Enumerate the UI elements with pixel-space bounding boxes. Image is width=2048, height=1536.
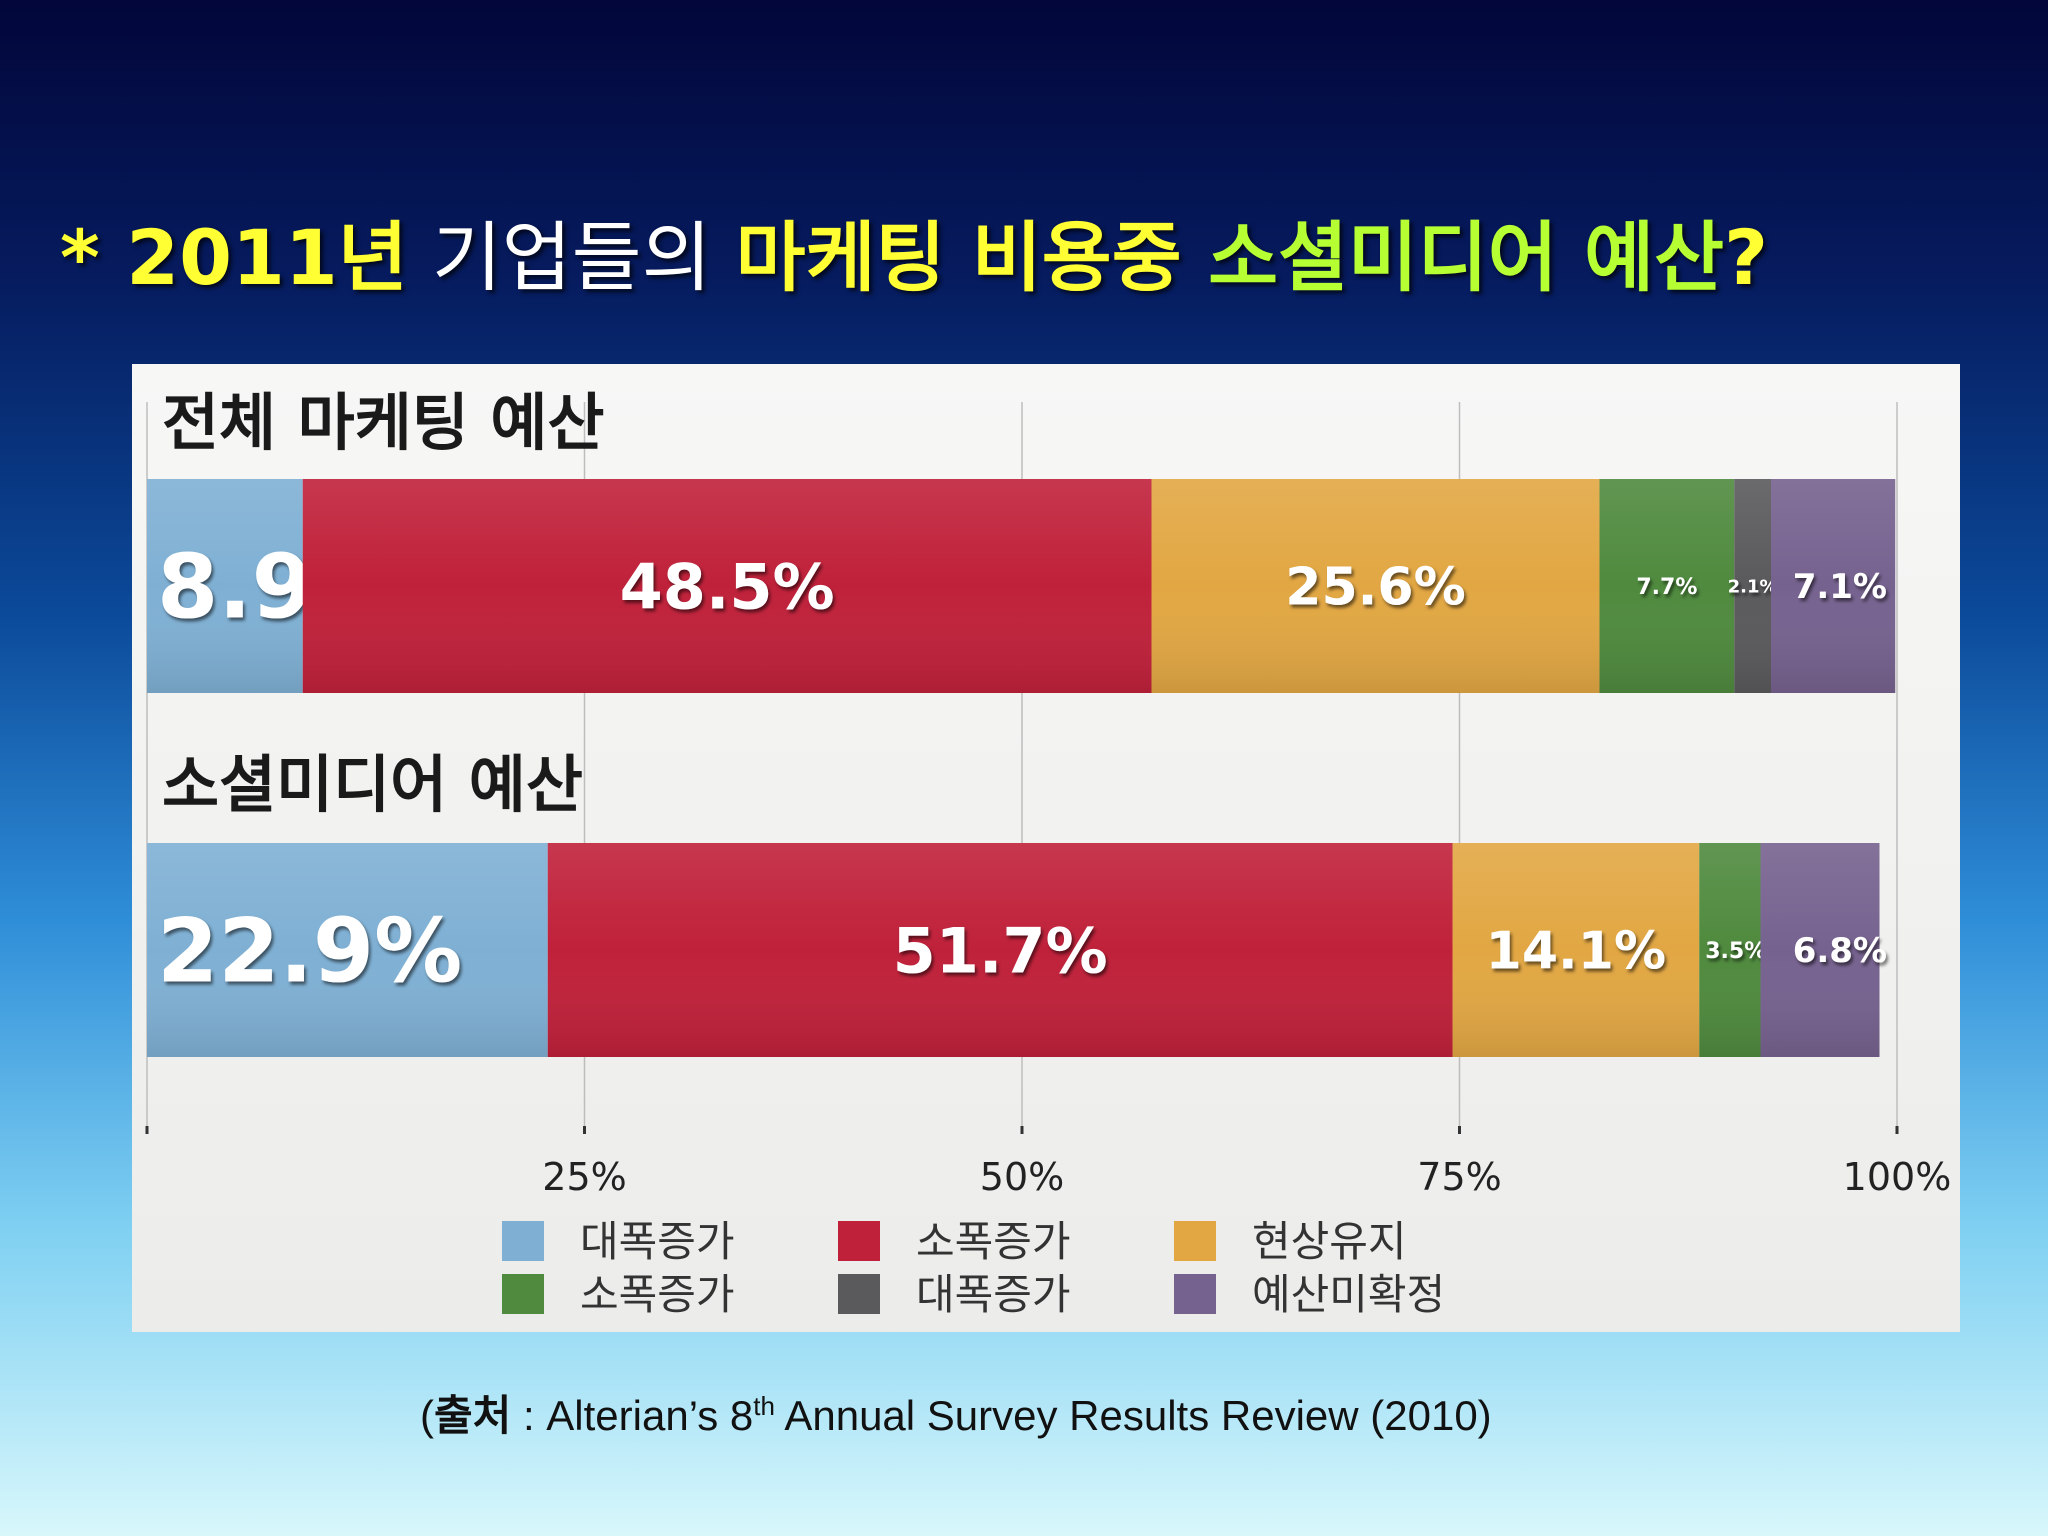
- data-label: 51.7%: [893, 914, 1108, 987]
- legend-label: 소폭증가: [916, 1217, 1071, 1266]
- legend-label: 소폭증가: [580, 1270, 735, 1319]
- slide-title: * 2011년 기업들의 마케팅 비용중 소셜미디어 예산?: [60, 196, 2000, 306]
- x-tick-label: 25%: [542, 1155, 626, 1199]
- legend-swatch: [502, 1221, 544, 1261]
- title-yellow: 마케팅 비용중: [735, 213, 1209, 302]
- legend-swatch: [1174, 1274, 1216, 1314]
- legend-label: 대폭증가: [916, 1270, 1071, 1319]
- bar-sheen: [1452, 843, 1700, 1057]
- source-open: (: [420, 1392, 434, 1439]
- data-label: 2.1%: [1728, 576, 1778, 597]
- bar-sheen: [302, 479, 1152, 693]
- data-label: 3.5%: [1705, 939, 1766, 964]
- data-label: 22.9%: [157, 900, 462, 1003]
- source-rest: Annual Survey Results Review (2010): [774, 1392, 1492, 1439]
- bar-sheen: [1760, 843, 1880, 1057]
- data-label: 7.1%: [1793, 567, 1887, 607]
- title-white: 기업들의: [407, 213, 736, 302]
- source-sup: th: [753, 1391, 775, 1421]
- title-suffix: ?: [1724, 213, 1769, 302]
- bar-sheen: [547, 843, 1453, 1057]
- bar-sheen: [1699, 843, 1761, 1057]
- data-label: 6.8%: [1793, 931, 1887, 971]
- source-sep: : Alterian’s 8: [511, 1392, 754, 1439]
- bar-sheen: [1771, 479, 1896, 693]
- x-tick-label: 50%: [980, 1155, 1064, 1199]
- legend-label: 예산미확정: [1252, 1270, 1445, 1319]
- data-label: 48.5%: [620, 550, 835, 623]
- data-label: 25.6%: [1285, 558, 1465, 618]
- title-green: 소셜미디어 예산: [1208, 213, 1725, 302]
- title-prefix: * 2011년: [60, 213, 408, 302]
- data-label: 7.7%: [1636, 575, 1697, 600]
- x-tick-label: 100%: [1843, 1155, 1952, 1199]
- legend-swatch: [502, 1274, 544, 1314]
- bar-sheen: [147, 479, 303, 693]
- x-tick-label: 75%: [1417, 1155, 1501, 1199]
- source-citation: (출처 : Alterian’s 8th Annual Survey Resul…: [420, 1382, 1720, 1443]
- bar-sheen: [147, 843, 548, 1057]
- bar-sheen: [1599, 479, 1735, 693]
- legend-label: 대폭증가: [580, 1217, 735, 1266]
- chart-panel: 전체 마케팅 예산 소셜미디어 예산 8.9% 48.5% 25.6% 7.7% 2.1% 7…: [132, 364, 1960, 1332]
- data-label: 14.1%: [1486, 922, 1666, 982]
- source-label: 출처: [434, 1391, 512, 1440]
- legend-swatch: [838, 1221, 880, 1261]
- legend-swatch: [1174, 1221, 1216, 1261]
- category-label: 전체 마케팅 예산: [162, 386, 604, 459]
- legend-label: 현상유지: [1252, 1217, 1407, 1266]
- bar-sheen: [1734, 479, 1771, 693]
- legend-swatch: [838, 1274, 880, 1314]
- category-label: 소셜미디어 예산: [162, 748, 583, 821]
- bar-sheen: [1151, 479, 1600, 693]
